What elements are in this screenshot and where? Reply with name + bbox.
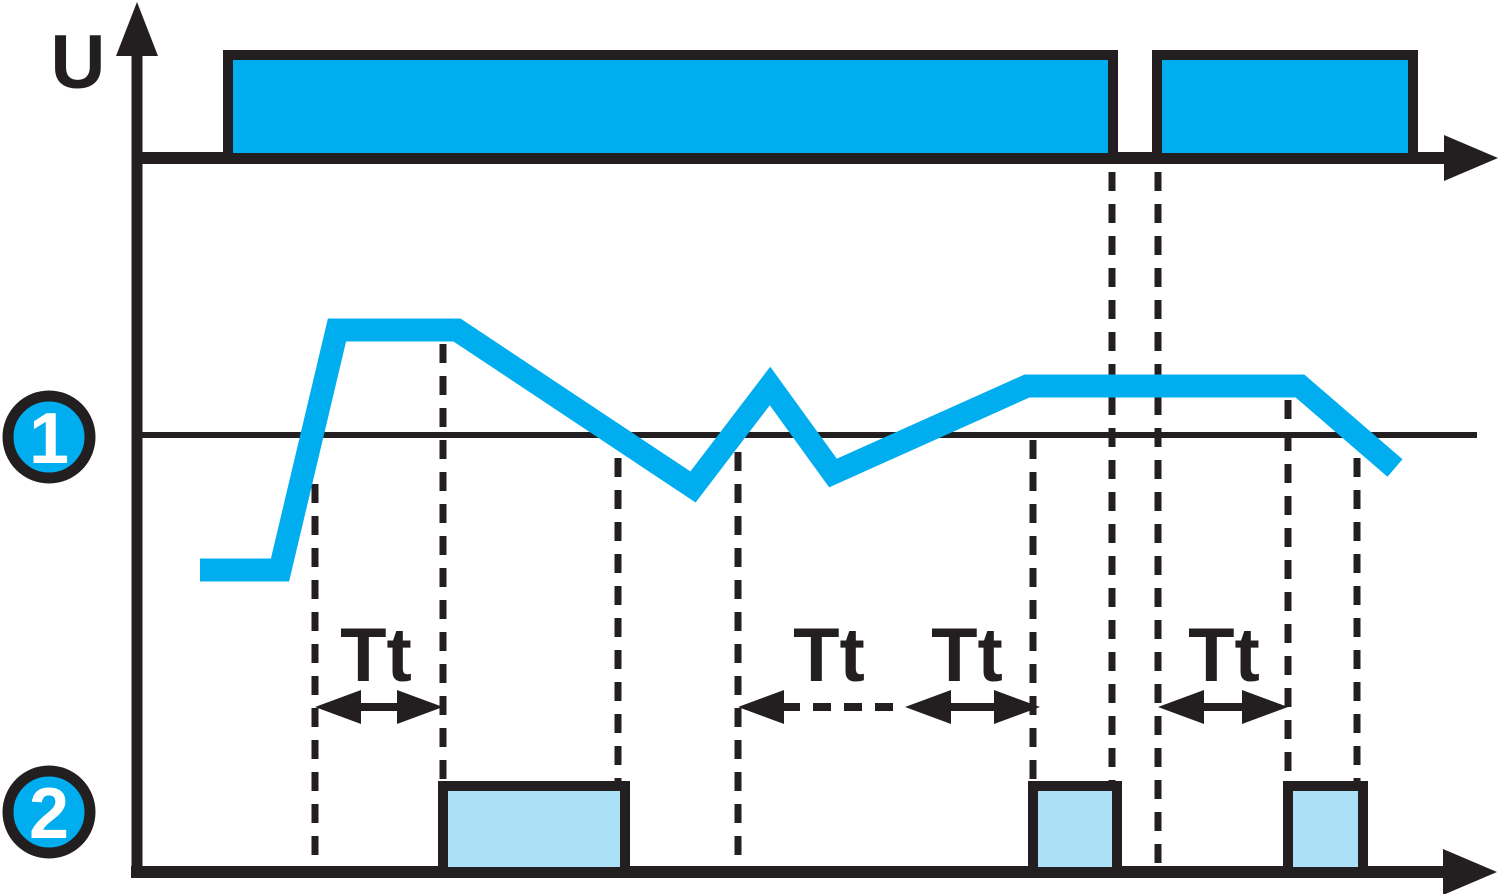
delay-label: Tt [340,613,412,698]
delay-label: Tt [1188,613,1260,698]
left-arrowhead [905,690,951,724]
right-arrowhead [1242,690,1288,724]
y-axis-arrowhead [116,2,158,56]
delay-annotation: Tt [905,613,1040,724]
delay-annotations-layer: Tt Tt Tt Tt [315,613,1288,724]
delay-label: Tt [931,613,1003,698]
output-pulses-layer [438,781,1368,877]
supply-voltage-pulse [223,50,1118,163]
output-row-marker-number: 2 [29,774,69,854]
delay-annotation: Tt [315,613,443,724]
right-arrowhead [994,690,1040,724]
delay-annotation: Tt [738,613,905,724]
supply-voltage-pulse [1152,50,1418,163]
signal-trace-layer [200,318,1403,582]
delay-label: Tt [793,613,865,698]
supply-time-axis-arrowhead [1444,135,1498,181]
left-arrowhead [315,690,361,724]
output-pulse [438,781,630,877]
output-row-marker-circle [2,765,96,859]
left-arrowhead [1158,690,1204,724]
delay-annotation: Tt [1158,613,1288,724]
supply-voltage-layer [223,50,1418,163]
left-arrowhead [738,690,784,724]
output-time-axis-arrowhead [1443,849,1497,894]
signal-trace [200,318,1403,582]
guide-lines-layer [137,172,1477,866]
row-markers-layer: 12 [2,390,96,859]
output-pulse [1028,781,1122,877]
signal-row-marker-circle [2,390,96,484]
voltage-axis-label: U [51,20,106,105]
signal-row-marker-number: 1 [29,399,69,479]
right-arrowhead [397,690,443,724]
output-pulse [1283,781,1368,877]
signal-row-marker: 1 [2,390,96,484]
output-row-marker: 2 [2,765,96,859]
